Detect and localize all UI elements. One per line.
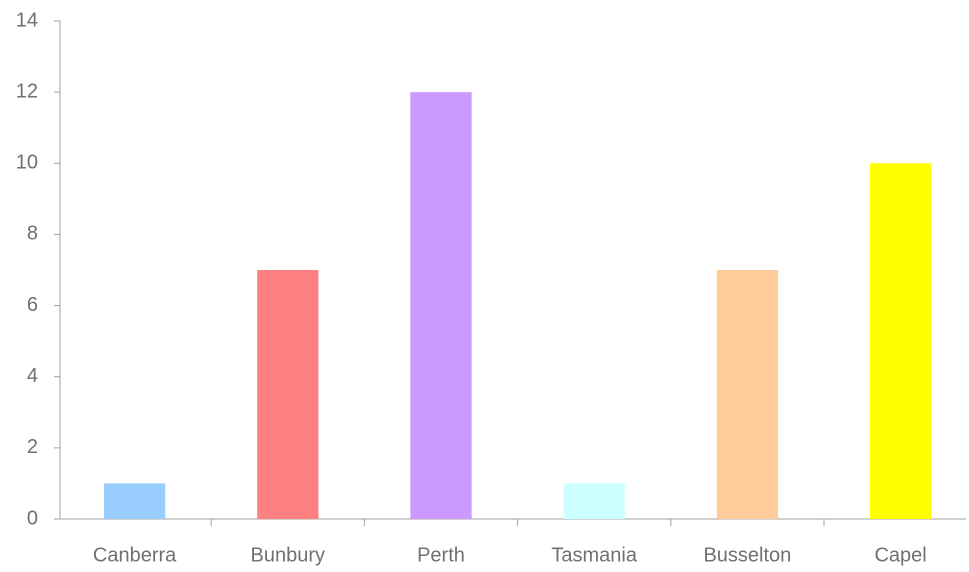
x-tick-label: Canberra bbox=[93, 544, 177, 566]
x-tick-label: Tasmania bbox=[551, 544, 637, 566]
x-tick-label: Capel bbox=[874, 544, 926, 566]
bar bbox=[716, 270, 779, 519]
bar bbox=[410, 92, 472, 520]
bar bbox=[257, 270, 319, 519]
y-tick-label: 14 bbox=[16, 9, 38, 31]
bar bbox=[103, 483, 166, 519]
x-tick-label: Perth bbox=[417, 544, 465, 566]
x-tick-label: Busselton bbox=[703, 544, 791, 566]
y-tick-label: 12 bbox=[16, 80, 38, 102]
x-tick-label: Bunbury bbox=[251, 544, 326, 566]
y-tick-label: 0 bbox=[27, 507, 38, 529]
y-tick-label: 8 bbox=[27, 223, 38, 245]
bar bbox=[563, 483, 625, 519]
y-tick-label: 10 bbox=[16, 152, 38, 174]
y-tick-label: 6 bbox=[27, 294, 38, 316]
y-tick-label: 2 bbox=[27, 436, 38, 458]
bar bbox=[869, 163, 932, 520]
y-tick-label: 4 bbox=[27, 365, 38, 387]
